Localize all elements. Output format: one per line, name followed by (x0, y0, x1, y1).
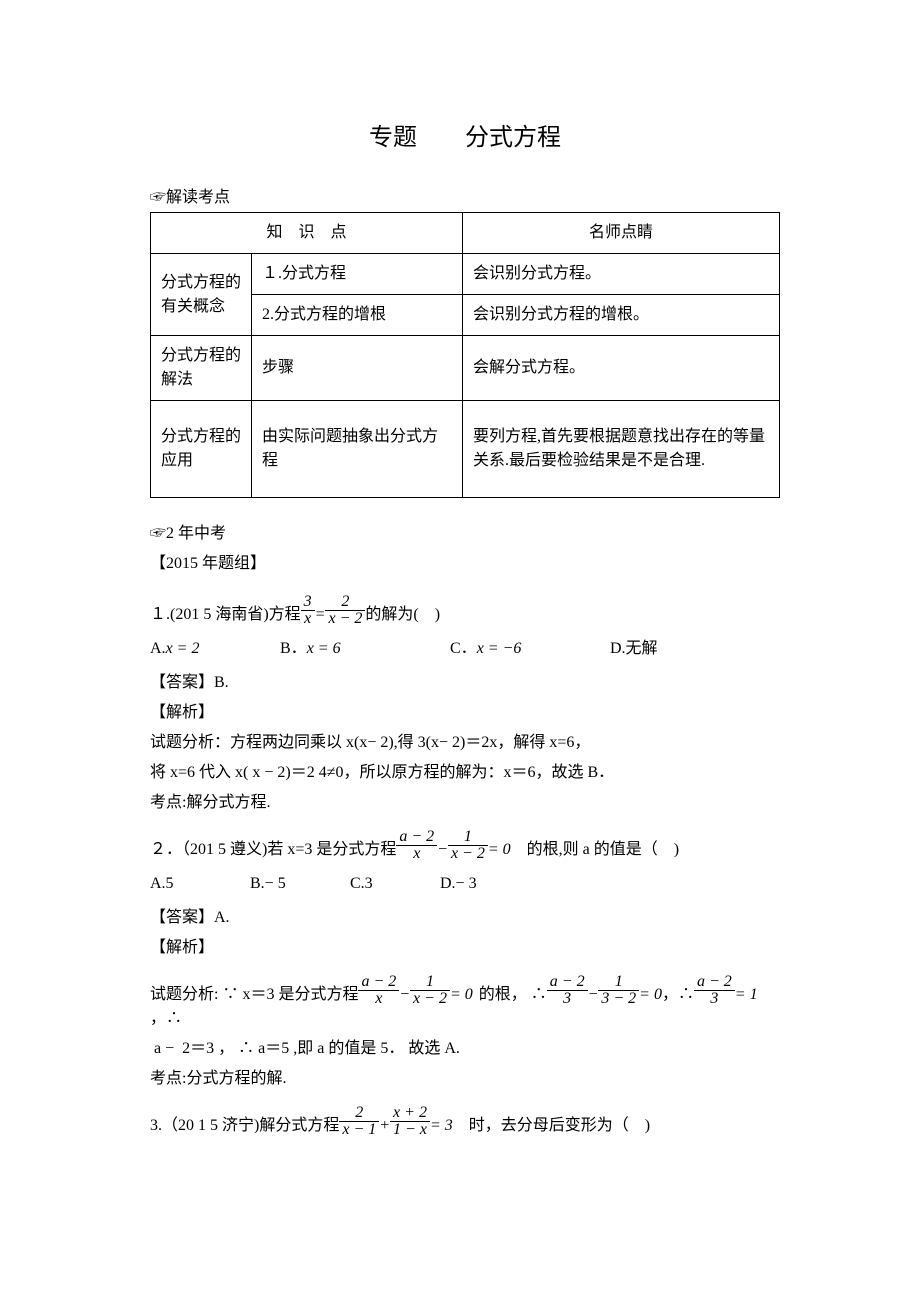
table-head-right: 名师点睛 (463, 213, 780, 254)
q2-optB: B.− 5 (250, 872, 350, 896)
table-head-row: 知 识 点 名师点睛 (151, 213, 780, 254)
eq-sign: = (315, 603, 326, 627)
q2-optD: D.− 3 (440, 872, 477, 896)
q2-frac-1: a − 2 x (396, 829, 437, 862)
q1-post: 的解为( ) (365, 603, 440, 627)
q2-line2: a − 2＝3 ， ∴ a＝5 ,即 a 的值是 5． 故选 A. (150, 1037, 780, 1061)
plus-sign: + (379, 1114, 390, 1138)
q1-frac-1: 3 x (301, 594, 315, 627)
table-val-cell: 要列方程,首先要根据题意找出存在的等量关系.最后要检验结果是不是合理. (463, 401, 780, 498)
table-key-cell: １.分式方程 (252, 254, 463, 295)
table-row: 分式方程的应用 由实际问题抽象出分式方程 要列方程,首先要根据题意找出存在的等量… (151, 401, 780, 498)
q2-answer: 【答案】A. (150, 906, 780, 930)
q2-analysis: 试题分析: ∵ x＝3 是分式方程 a − 2 x − 1 x − 2 = 0 … (150, 974, 780, 1031)
q2-mid3: ，∴ (150, 1007, 182, 1031)
page-title: 专题 分式方程 (150, 120, 780, 156)
q2-optA: A.5 (150, 872, 250, 896)
table-row: 分式方程的解法 步骤 会解分式方程。 (151, 336, 780, 401)
q1-optB: B． x = 6 (280, 637, 450, 661)
section-zhongkao: ☞2 年中考 (150, 522, 780, 546)
question-1: １.(201 5 海南省)方程 3 x = 2 x − 2 的解为( ) (150, 594, 780, 627)
concepts-table: 知 识 点 名师点睛 分式方程的有关概念 １.分式方程 会识别分式方程。 2.分… (150, 212, 780, 498)
q2-frac-2: 1 x − 2 (448, 829, 488, 862)
table-val-cell: 会识别分式方程。 (463, 254, 780, 295)
table-key-cell: 由实际问题抽象出分式方程 (252, 401, 463, 498)
question-2: ２．（201 5 遵义)若 x=3 是分式方程 a − 2 x − 1 x − … (150, 829, 780, 862)
year-group: 【2015 年题组】 (150, 552, 780, 576)
q2-jiexi: 【解析】 (150, 936, 780, 960)
table-val-cell: 会识别分式方程的增根。 (463, 295, 780, 336)
q1-jiexi: 【解析】 (150, 701, 780, 725)
question-3: 3.（20 1 5 济宁)解分式方程 2 x − 1 + x + 2 1 − x… (150, 1105, 780, 1138)
q1-optD: D.无解 (610, 637, 658, 661)
q1-line2: 将 x=6 代入 x( x − 2)＝2 4≠0，所以原方程的解为：x＝6，故选… (150, 761, 780, 785)
q2-optC: C.3 (350, 872, 440, 896)
q3-frac-2: x + 2 1 − x (390, 1105, 430, 1138)
q2-frac-3: a − 2 x (358, 974, 399, 1007)
table-key-cell: 2.分式方程的增根 (252, 295, 463, 336)
eq-zero: = 0 (488, 838, 511, 862)
table-group-cell: 分式方程的应用 (151, 401, 252, 498)
table-val-cell: 会解分式方程。 (463, 336, 780, 401)
q1-answer: 【答案】B. (150, 671, 780, 695)
q2-options: A.5 B.− 5 C.3 D.− 3 (150, 872, 780, 896)
q2-pre: ２．（201 5 遵义)若 x=3 是分式方程 (150, 838, 396, 862)
eq-three: = 3 (430, 1114, 453, 1138)
q2-frac-6: 1 3 − 2 (598, 974, 639, 1007)
section-zhongkao-block: ☞2 年中考 【2015 年题组】 (150, 522, 780, 576)
table-group-cell: 分式方程的解法 (151, 336, 252, 401)
q2-frac-5: a − 2 3 (547, 974, 588, 1007)
q1-line3: 考点:解分式方程. (150, 791, 780, 815)
page: 专题 分式方程 ☞解读考点 知 识 点 名师点睛 分式方程的有关概念 １.分式方… (0, 0, 920, 1242)
table-row: 分式方程的有关概念 １.分式方程 会识别分式方程。 (151, 254, 780, 295)
q1-line1: 试题分析：方程两边同乘以 x(x− 2),得 3(x− 2)＝2x，解得 x=6… (150, 731, 780, 755)
minus-sign: − (437, 838, 448, 862)
q2-mid1: 的根， ∴ (479, 983, 547, 1007)
q3-pre: 3.（20 1 5 济宁)解分式方程 (150, 1114, 339, 1138)
q2-frac-7: a − 2 3 (694, 974, 735, 1007)
q2-line3: 考点:分式方程的解. (150, 1067, 780, 1091)
q2-frac-4: 1 x − 2 (410, 974, 450, 1007)
q3-post: 时，去分母后变形为（ ) (453, 1114, 650, 1138)
q1-frac-2: 2 x − 2 (325, 594, 365, 627)
q2-analysis-pre: 试题分析: ∵ x＝3 是分式方程 (150, 983, 358, 1007)
section-kaodian: ☞解读考点 (150, 186, 780, 210)
q1-pre: １.(201 5 海南省)方程 (150, 603, 301, 627)
q1-optC: C． x = −6 (450, 637, 610, 661)
q3-frac-1: 2 x − 1 (339, 1105, 379, 1138)
q1-options: A. x = 2 B． x = 6 C． x = −6 D.无解 (150, 637, 780, 661)
q2-mid2: ，∴ (662, 983, 694, 1007)
table-group-cell: 分式方程的有关概念 (151, 254, 252, 336)
q2-post: 的根,则 a 的值是（ ) (511, 838, 679, 862)
table-key-cell: 步骤 (252, 336, 463, 401)
q1-optA: A. x = 2 (150, 637, 280, 661)
table-head-left: 知 识 点 (151, 213, 463, 254)
